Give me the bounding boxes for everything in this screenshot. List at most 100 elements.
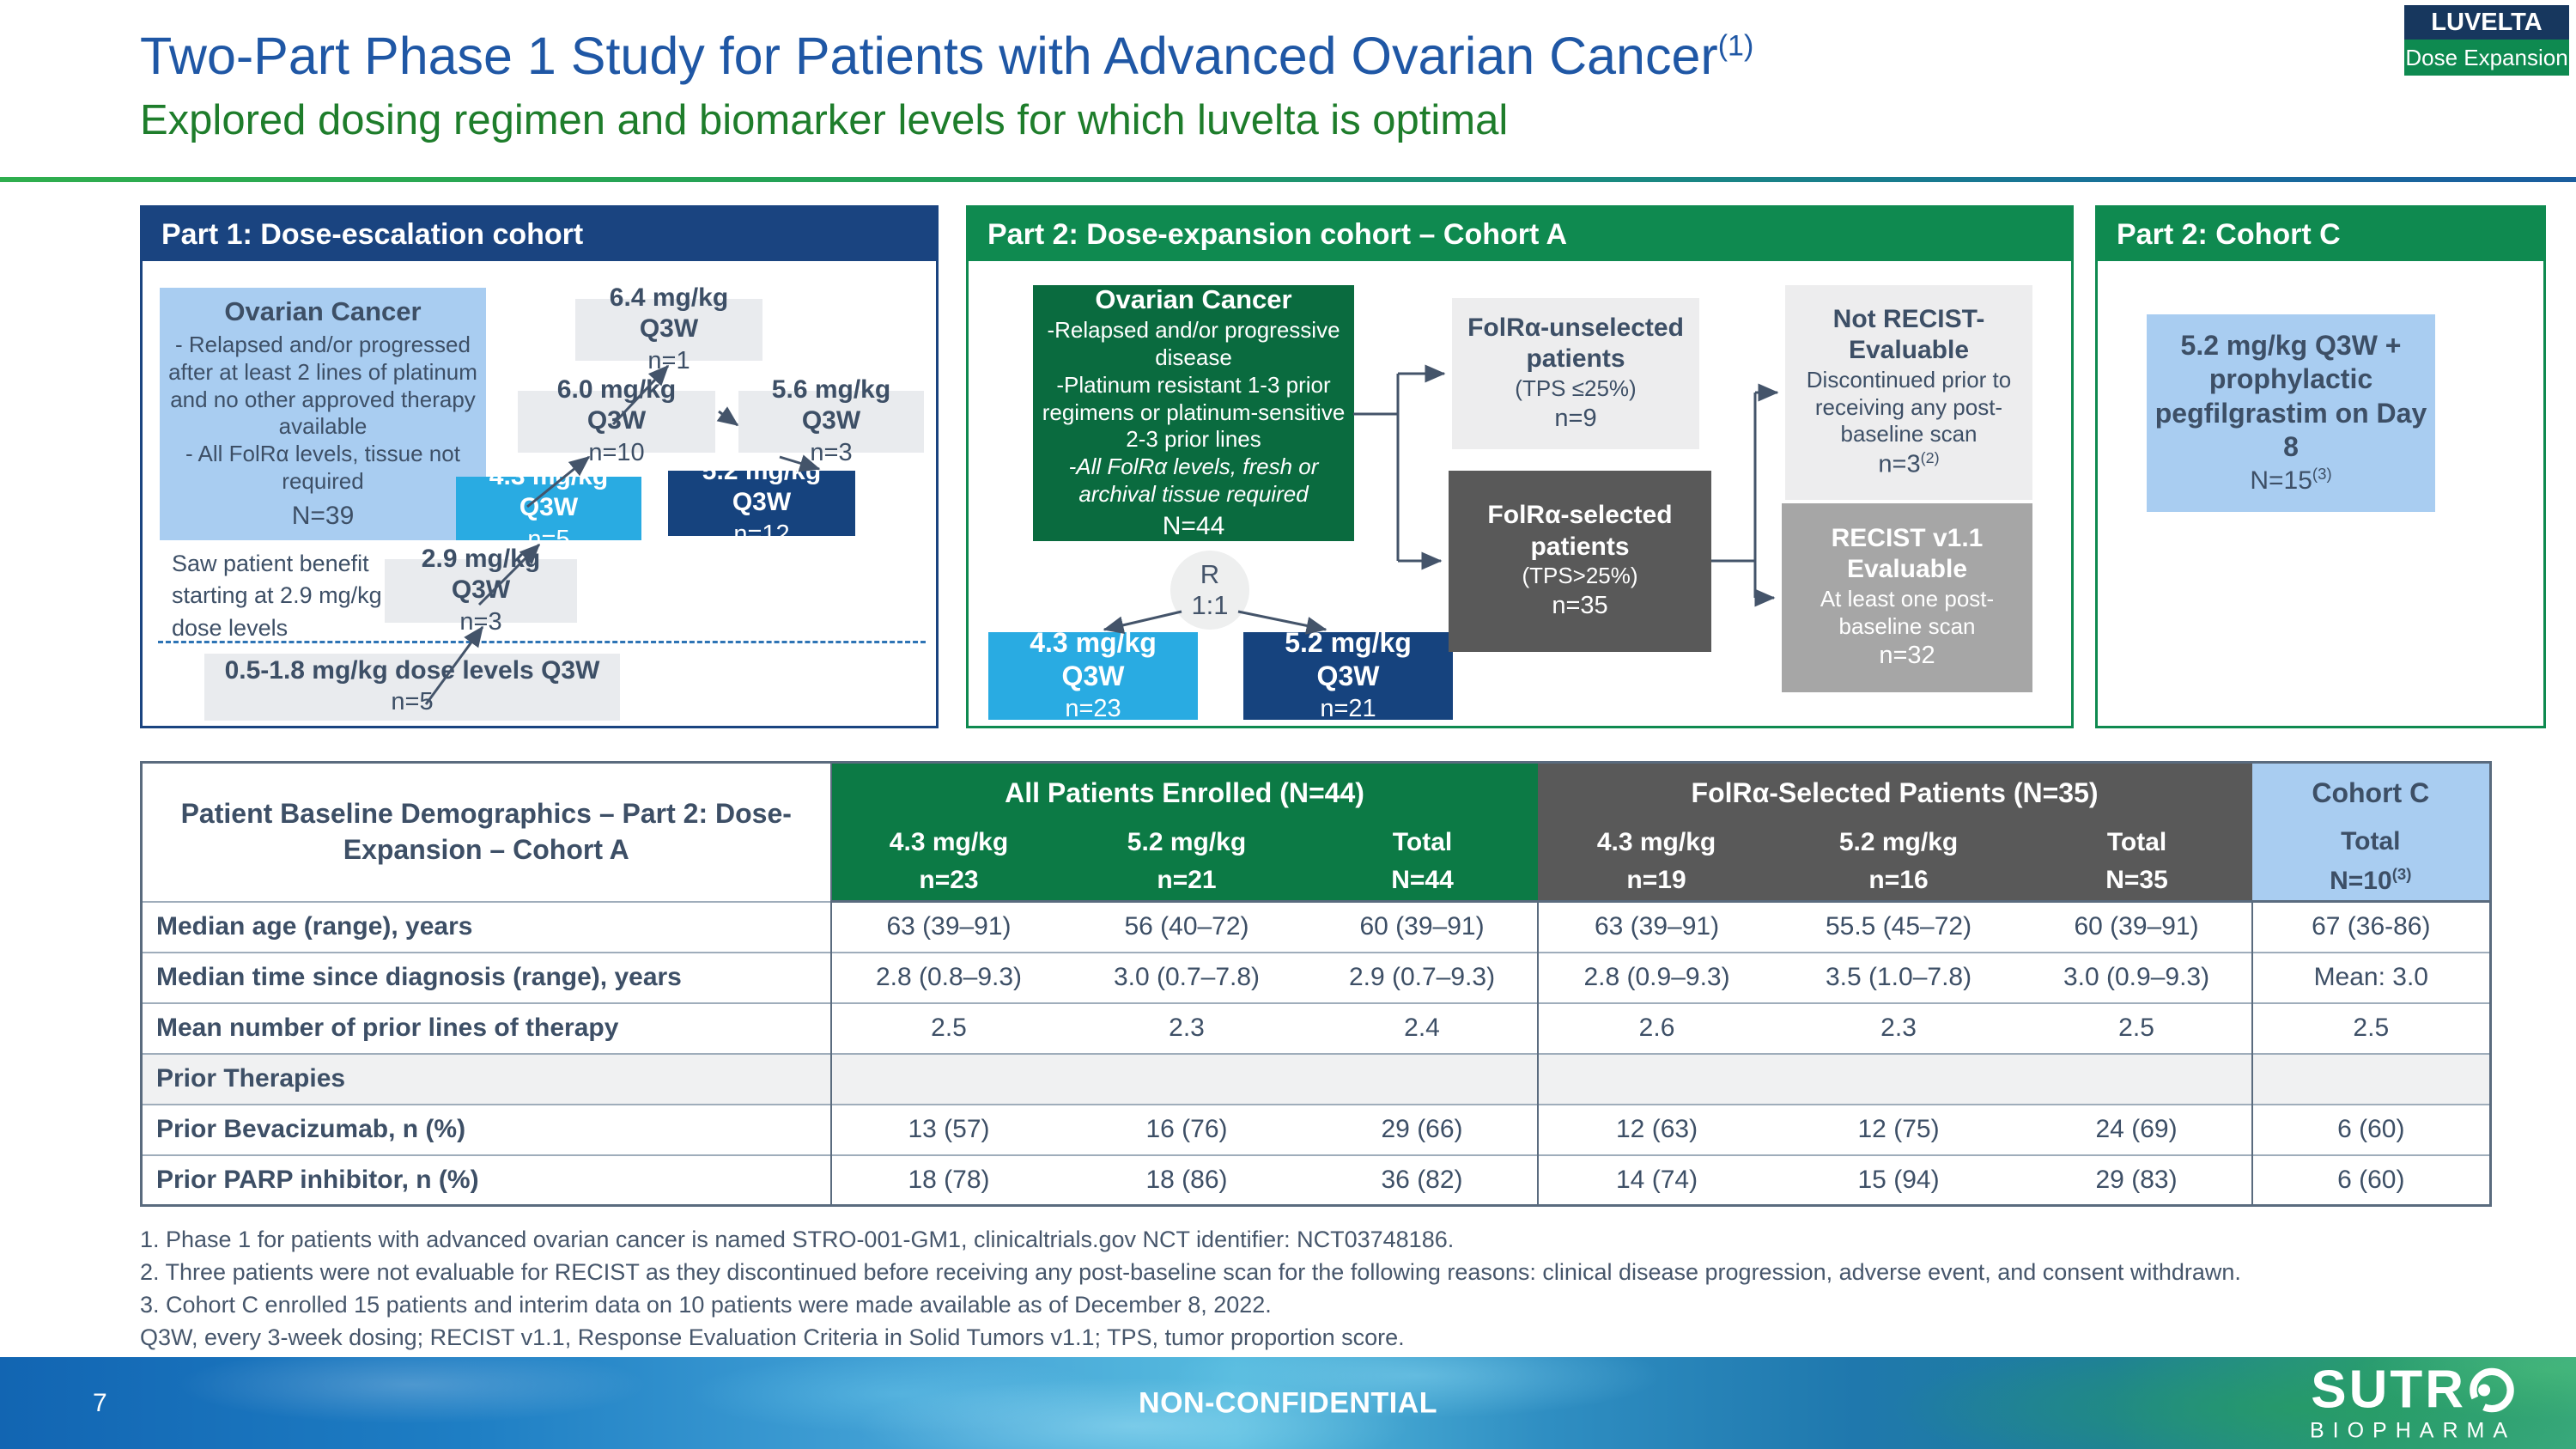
- sutro-subtext: BIOPHARMA: [2309, 1418, 2516, 1442]
- table-row: Prior PARP inhibitor, n (%) 18 (78) 18 (…: [141, 1154, 2491, 1206]
- part2a-panel: Part 2: Dose-expansion cohort – Cohort A…: [966, 205, 2074, 728]
- table-section-row: Prior Therapies: [141, 1052, 2491, 1105]
- part1-dose-2-9-box: 2.9 mg/kg Q3W n=3: [385, 545, 577, 636]
- part2a-recist-n: n=32: [1879, 642, 1935, 670]
- table-cell: 2.3: [1066, 1002, 1308, 1054]
- footnotes: 1. Phase 1 for patients with advanced ov…: [140, 1223, 2458, 1354]
- part2a-not-recist-box: Not RECIST-Evaluable Discontinued prior …: [1785, 285, 2032, 500]
- table-cell: 29 (83): [2021, 1154, 2253, 1206]
- part1-dashed-divider: [158, 641, 926, 643]
- table-cell: 67 (36-86): [2251, 900, 2491, 953]
- part2a-unselected-title: FolRα-unselected patients: [1467, 313, 1684, 374]
- part1-ovarian-line2: - All FolRα levels, tissue not required: [185, 441, 460, 494]
- table-cell: 2.9 (0.7–9.3): [1307, 951, 1539, 1003]
- table-cell: 18 (78): [830, 1154, 1066, 1206]
- luvelta-badge: LUVELTA Dose Expansion: [2404, 5, 2569, 76]
- part1-dose-6-0-label: 6.0 mg/kg Q3W: [556, 374, 677, 435]
- table-cell: 3.5 (1.0–7.8): [1775, 951, 2022, 1003]
- table-cell: [2251, 1052, 2491, 1105]
- part2c-panel: Part 2: Cohort C 5.2 mg/kg Q3W + prophyl…: [2095, 205, 2546, 728]
- table-cell: 14 (74): [1537, 1154, 1776, 1206]
- part2c-dose-n: N=15(3): [2250, 464, 2332, 495]
- table-cell: 16 (76): [1066, 1103, 1308, 1155]
- sutro-wordmark: SUTR: [2310, 1363, 2516, 1416]
- confidentiality-label: NON-CONFIDENTIAL: [1139, 1386, 1437, 1419]
- part2c-dose-box: 5.2 mg/kg Q3W + prophylactic pegfilgrast…: [2147, 314, 2435, 512]
- table-cell: 36 (82): [1307, 1154, 1539, 1206]
- table-row: Median age (range), years 63 (39–91) 56 …: [141, 900, 2491, 953]
- part2a-folra-unselected-box: FolRα-unselected patients (TPS ≤25%) n=9: [1452, 298, 1699, 449]
- table-g1-col2-header: 5.2 mg/kg n=21: [1066, 823, 1308, 903]
- table-row: Median time since diagnosis (range), yea…: [141, 951, 2491, 1003]
- table-cell: Mean: 3.0: [2251, 951, 2491, 1003]
- part2a-recist-evaluable-box: RECIST v1.1 Evaluable At least one post-…: [1782, 503, 2032, 692]
- part1-dose-6-0-box: 6.0 mg/kg Q3W n=10: [518, 375, 715, 466]
- table-cell: 2.5: [830, 1002, 1066, 1054]
- part2a-not-recist-desc: Discontinued prior to receiving any post…: [1806, 366, 2012, 447]
- part2a-not-recist-title: Not RECIST-Evaluable: [1832, 304, 1985, 365]
- table-cell: 2.5: [2251, 1002, 2491, 1054]
- table-cell: 63 (39–91): [1537, 900, 1776, 953]
- table-cell: 2.8 (0.9–9.3): [1537, 951, 1776, 1003]
- table-group2-title: FolRα-Selected Patients (N=35): [1537, 762, 2252, 824]
- part2a-header: Part 2: Dose-expansion cohort – Cohort A: [969, 208, 2071, 261]
- luvelta-badge-tag: Dose Expansion: [2404, 40, 2569, 76]
- row-label-median-time: Median time since diagnosis (range), yea…: [141, 951, 832, 1003]
- page-subtitle: Explored dosing regimen and biomarker le…: [140, 97, 1509, 143]
- table-cell: 6 (60): [2251, 1154, 2491, 1206]
- row-label-prior-lines: Mean number of prior lines of therapy: [141, 1002, 832, 1054]
- part1-dose-low-n: n=5: [391, 688, 434, 716]
- footnote-2: 2. Three patients were not evaluable for…: [140, 1259, 2241, 1285]
- page-number: 7: [93, 1388, 107, 1417]
- table-cell: 60 (39–91): [2021, 900, 2253, 953]
- part1-dose-low-label: 0.5-1.8 mg/kg dose levels Q3W: [224, 655, 600, 685]
- part2a-ovarian-title: Ovarian Cancer: [1095, 283, 1292, 314]
- table-title-cell: Patient Baseline Demographics – Part 2: …: [141, 762, 832, 902]
- demographics-table: Patient Baseline Demographics – Part 2: …: [140, 761, 2493, 1207]
- part1-dose-6-0-n: n=10: [588, 438, 645, 466]
- part2a-randomization-ratio: 1:1: [1191, 590, 1229, 620]
- table-cell: [1066, 1052, 1308, 1105]
- part1-dose-6-4-label: 6.4 mg/kg Q3W: [609, 283, 729, 344]
- row-label-prior-therapies: Prior Therapies: [141, 1052, 832, 1105]
- title-footnote-ref: (1): [1717, 29, 1754, 63]
- part1-ovarian-title: Ovarian Cancer: [224, 296, 422, 327]
- footer-banner: 7 NON-CONFIDENTIAL SUTR BIOPHARMA: [0, 1357, 2576, 1449]
- table-cell: 2.8 (0.8–9.3): [830, 951, 1066, 1003]
- table-cell: 2.3: [1775, 1002, 2022, 1054]
- table-cell: [1775, 1052, 2022, 1105]
- page-title: Two-Part Phase 1 Study for Patients with…: [140, 27, 1754, 85]
- table-cell: 2.4: [1307, 1002, 1539, 1054]
- part2a-ovarian-line3: -All FolRα levels, fresh or archival tis…: [1068, 453, 1319, 507]
- part1-dose-4-3-label: 4.3 mg/kg Q3W: [489, 461, 609, 522]
- table-g2-col2-header: 5.2 mg/kg n=16: [1775, 823, 2022, 903]
- table-group3-title: Cohort C: [2251, 762, 2491, 824]
- row-label-median-age: Median age (range), years: [141, 900, 832, 953]
- table-g2-col3-header: Total N=35: [2021, 823, 2252, 903]
- part2a-ovarian-line2: -Platinum resistant 1-3 prior regimens o…: [1042, 371, 1346, 453]
- table-group-header-row: Patient Baseline Demographics – Part 2: …: [141, 762, 2491, 902]
- table-cell: 18 (86): [1066, 1154, 1308, 1206]
- table-cell: 24 (69): [2021, 1103, 2253, 1155]
- part2a-selected-tps: (TPS>25%): [1522, 563, 1638, 589]
- table-row: Prior Bevacizumab, n (%) 13 (57) 16 (76)…: [141, 1103, 2491, 1155]
- table-cell: 13 (57): [830, 1103, 1066, 1155]
- part1-benefit-note: Saw patient benefit starting at 2.9 mg/k…: [172, 551, 382, 641]
- table-g2-col1-header: 4.3 mg/kg n=19: [1537, 823, 1776, 903]
- part2a-unselected-n: n=9: [1554, 404, 1597, 432]
- part2a-recist-title: RECIST v1.1 Evaluable: [1831, 523, 1984, 584]
- table-subheader-row: 4.3 mg/kg n=23 5.2 mg/kg n=21 Total N=44 4.…: [142, 823, 2491, 903]
- part1-dose-5-2-label: 5.2 mg/kg Q3W: [702, 456, 822, 517]
- part1-dose-low-box: 0.5-1.8 mg/kg dose levels Q3W n=5: [204, 654, 620, 721]
- part2a-dose-5-2-label: 5.2 mg/kg Q3W: [1285, 627, 1412, 692]
- part1-dose-2-9-label: 2.9 mg/kg Q3W: [421, 544, 541, 605]
- part2a-dose-4-3-n: n=23: [1065, 695, 1121, 723]
- part2a-not-recist-n: n=3(2): [1878, 449, 1940, 478]
- part1-dose-5-6-box: 5.6 mg/kg Q3W n=3: [738, 375, 924, 466]
- part2a-ovarian-n: N=44: [1162, 512, 1225, 541]
- part2c-header: Part 2: Cohort C: [2098, 208, 2543, 261]
- table-cell: [2021, 1052, 2253, 1105]
- part1-dose-4-3-box: 4.3 mg/kg Q3W n=5: [456, 462, 641, 553]
- table-cell: 55.5 (45–72): [1775, 900, 2022, 953]
